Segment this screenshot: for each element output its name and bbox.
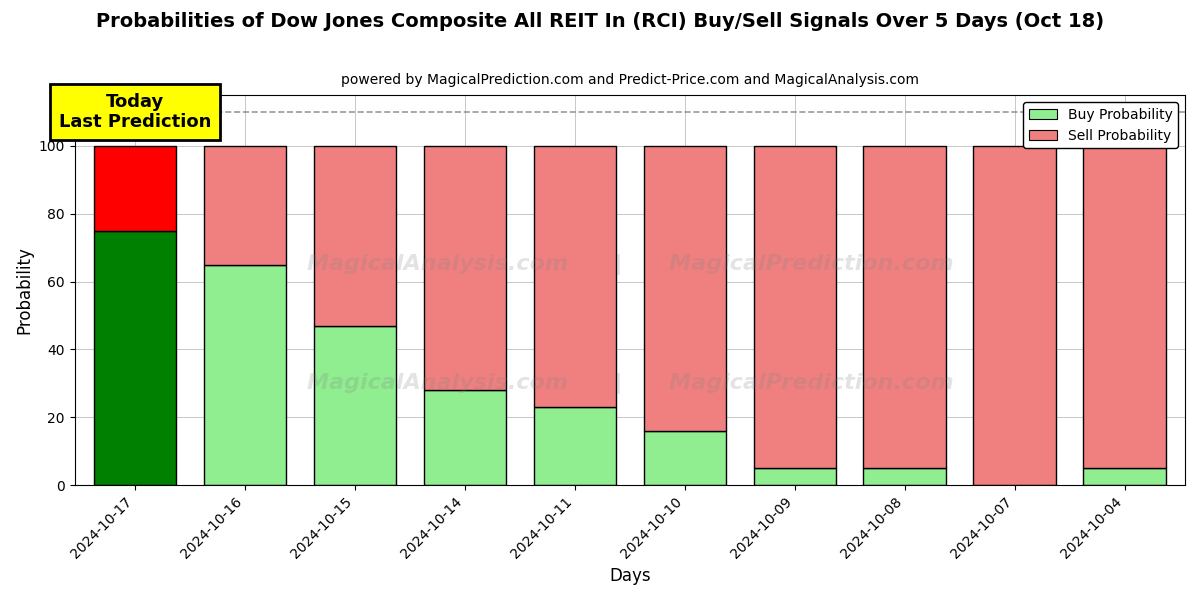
Bar <box>864 468 946 485</box>
Bar <box>1084 146 1165 468</box>
Bar <box>94 231 176 485</box>
Legend: Buy Probability, Sell Probability: Buy Probability, Sell Probability <box>1024 102 1178 148</box>
Text: Probabilities of Dow Jones Composite All REIT In (RCI) Buy/Sell Signals Over 5 D: Probabilities of Dow Jones Composite All… <box>96 12 1104 31</box>
Text: Today
Last Prediction: Today Last Prediction <box>59 92 211 131</box>
Bar <box>973 146 1056 485</box>
Text: MagicalAnalysis.com      |      MagicalPrediction.com: MagicalAnalysis.com | MagicalPrediction.… <box>306 254 953 275</box>
Bar <box>643 146 726 431</box>
Bar <box>424 390 506 485</box>
Bar <box>864 146 946 468</box>
Bar <box>1084 468 1165 485</box>
Bar <box>204 265 287 485</box>
Bar <box>424 146 506 390</box>
Y-axis label: Probability: Probability <box>16 246 34 334</box>
Bar <box>94 146 176 231</box>
Bar <box>754 146 836 468</box>
Bar <box>534 407 616 485</box>
Text: MagicalAnalysis.com      |      MagicalPrediction.com: MagicalAnalysis.com | MagicalPrediction.… <box>306 373 953 394</box>
Title: powered by MagicalPrediction.com and Predict-Price.com and MagicalAnalysis.com: powered by MagicalPrediction.com and Pre… <box>341 73 919 87</box>
Bar <box>534 146 616 407</box>
Bar <box>313 146 396 326</box>
Bar <box>204 146 287 265</box>
Bar <box>754 468 836 485</box>
Bar <box>313 326 396 485</box>
Bar <box>643 431 726 485</box>
X-axis label: Days: Days <box>610 567 650 585</box>
